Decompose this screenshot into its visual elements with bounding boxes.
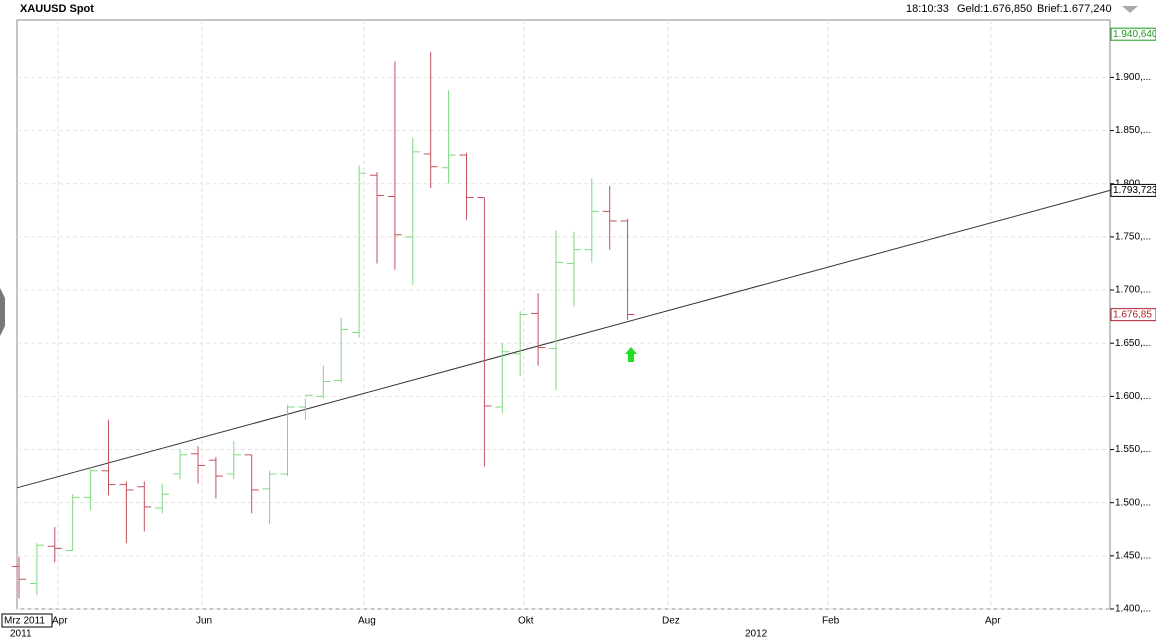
y-tick-label: 1.700,... bbox=[1115, 285, 1151, 296]
trendline bbox=[16, 189, 1111, 489]
x-tick-label: Aug bbox=[358, 616, 376, 627]
x-tick-label: Jun bbox=[196, 616, 212, 627]
plot-area bbox=[16, 19, 1111, 610]
header-bar bbox=[0, 0, 1156, 19]
side-tab[interactable] bbox=[0, 288, 5, 336]
x-tick-label: Apr bbox=[52, 616, 68, 627]
x-tick-label: Okt bbox=[518, 616, 534, 627]
chart-title: XAUUSD Spot bbox=[20, 3, 94, 15]
y-tick-label: 1.600,... bbox=[1115, 391, 1151, 402]
menu-icon[interactable] bbox=[1122, 6, 1138, 13]
last-tag: 1.676,85 bbox=[1113, 309, 1152, 320]
trendline-tag: 1.793,723 bbox=[1113, 185, 1156, 196]
y-tick-label: 1.450,... bbox=[1115, 550, 1151, 561]
x-start-label: Mrz 2011 bbox=[4, 616, 45, 627]
y-tick-label: 1.750,... bbox=[1115, 232, 1151, 243]
time: 18:10:33 bbox=[906, 3, 949, 15]
high-tag: 1.940,640 bbox=[1113, 29, 1156, 40]
x-tick-label: Apr bbox=[985, 616, 1001, 627]
high-tag-box bbox=[1110, 27, 1156, 41]
last-tag-box bbox=[1110, 308, 1156, 322]
y-tick-label: 1.550,... bbox=[1115, 444, 1151, 455]
x-start-box bbox=[1, 613, 53, 628]
y-tick-label: 1.800,... bbox=[1115, 178, 1151, 189]
ask: Brief:1.677,240 bbox=[1037, 3, 1112, 15]
y-tick-label: 1.900,... bbox=[1115, 72, 1151, 83]
y-tick-label: 1.650,... bbox=[1115, 338, 1151, 349]
x-year-label: 2012 bbox=[745, 629, 768, 640]
x-tick-label: Feb bbox=[822, 616, 840, 627]
y-tick-label: 1.500,... bbox=[1115, 497, 1151, 508]
x-year-label: 2011 bbox=[10, 629, 32, 640]
x-tick-label: Dez bbox=[662, 616, 680, 627]
trendline-tag-box bbox=[1110, 183, 1156, 197]
y-tick-label: 1.850,... bbox=[1115, 125, 1151, 136]
signal-arrow bbox=[625, 347, 637, 362]
y-tick-label: 1.400,... bbox=[1115, 604, 1151, 615]
bid: Geld:1.676,850 bbox=[957, 3, 1032, 15]
